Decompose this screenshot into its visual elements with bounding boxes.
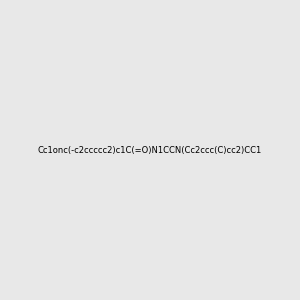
- Text: Cc1onc(-c2ccccc2)c1C(=O)N1CCN(Cc2ccc(C)cc2)CC1: Cc1onc(-c2ccccc2)c1C(=O)N1CCN(Cc2ccc(C)c…: [38, 146, 262, 154]
